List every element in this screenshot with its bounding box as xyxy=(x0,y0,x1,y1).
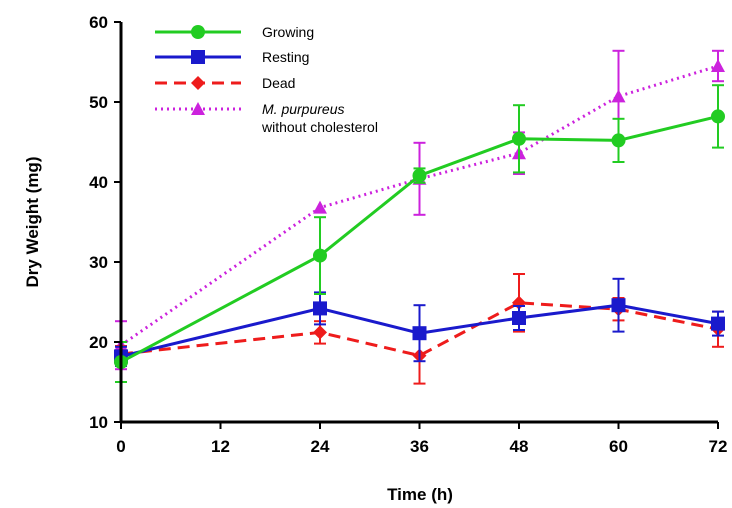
data-point xyxy=(313,200,327,214)
legend: Growing Resting Dead M. purpureus without ch… xyxy=(155,24,378,135)
x-tick-label: 60 xyxy=(609,437,628,456)
data-point xyxy=(313,248,327,263)
legend-marker xyxy=(191,102,205,115)
data-point xyxy=(611,89,626,103)
legend-marker xyxy=(191,25,205,39)
x-tick-label: 0 xyxy=(116,437,125,456)
y-axis-label: Dry Weight (mg) xyxy=(23,157,42,288)
x-tick-label: 72 xyxy=(709,437,728,456)
legend-label: Growing xyxy=(262,24,314,40)
legend-label: Resting xyxy=(262,49,309,65)
series-line xyxy=(120,64,719,347)
legend-marker xyxy=(191,76,205,90)
data-point xyxy=(412,326,427,341)
legend-label: Dead xyxy=(262,75,295,91)
series-line xyxy=(120,114,719,364)
data-point xyxy=(512,311,526,325)
ticks: 0 12 24 36 48 60 72 10 20 30 40 50 60 xyxy=(89,13,727,456)
data-point xyxy=(412,168,427,183)
x-tick-label: 36 xyxy=(410,437,429,456)
data-point xyxy=(512,131,526,146)
series-layer xyxy=(114,49,725,385)
x-tick-label: 48 xyxy=(510,437,529,456)
data-point xyxy=(313,301,327,316)
data-point xyxy=(611,298,626,313)
y-tick-label: 40 xyxy=(89,173,108,192)
legend-marker xyxy=(191,50,205,64)
y-tick-label: 50 xyxy=(89,93,108,112)
legend-label-line1: M. purpureus xyxy=(262,101,344,117)
y-tick-label: 30 xyxy=(89,253,108,272)
data-point xyxy=(711,109,725,124)
y-tick-label: 10 xyxy=(89,413,108,432)
data-point xyxy=(313,325,327,340)
y-tick-label: 20 xyxy=(89,333,108,352)
series-square xyxy=(114,277,725,367)
series-line xyxy=(120,303,719,358)
x-tick-label: 24 xyxy=(311,437,330,456)
y-tick-label: 60 xyxy=(89,13,108,32)
data-point xyxy=(711,316,725,331)
x-axis-label: Time (h) xyxy=(387,485,453,504)
data-point xyxy=(711,59,725,72)
legend-label-line2: without cholesterol xyxy=(261,119,378,135)
data-point xyxy=(611,133,626,148)
x-tick-label: 12 xyxy=(211,437,230,456)
